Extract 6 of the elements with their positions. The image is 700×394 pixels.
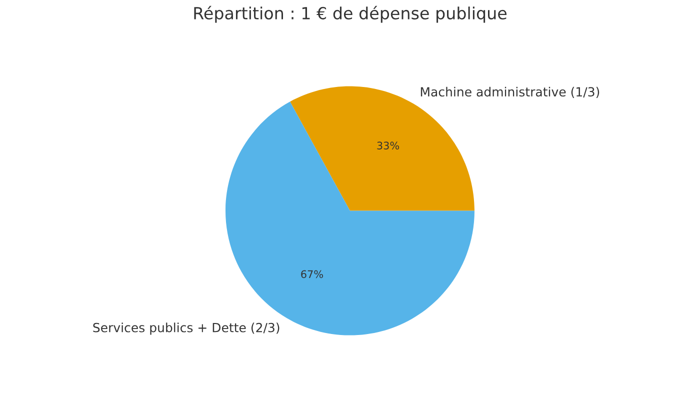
chart-title: Répartition : 1 € de dépense publique xyxy=(194,6,507,23)
pie-slice xyxy=(290,86,475,211)
data-label: 67% xyxy=(301,270,323,278)
slice-label: Services publics + Dette (2/3) xyxy=(93,322,280,335)
data-label: 33% xyxy=(377,142,400,150)
slice-label: Machine administrative (1/3) xyxy=(420,86,600,98)
